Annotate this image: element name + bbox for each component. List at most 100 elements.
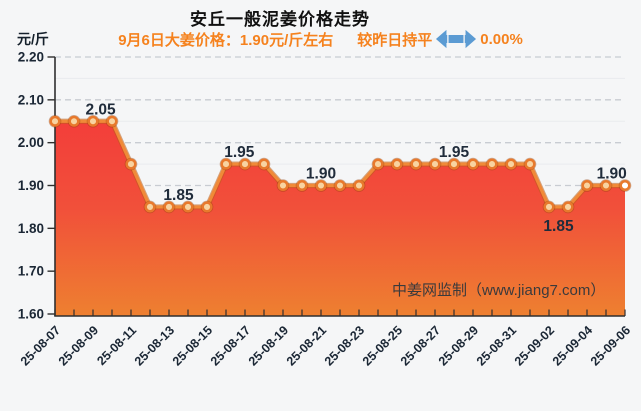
x-axis-label: 25-08-31	[474, 323, 519, 368]
subtitle-price-text: 9月6日大姜价格：1.90元/斤左右	[118, 31, 334, 49]
data-point-marker[interactable]	[410, 158, 422, 170]
data-point-marker[interactable]	[334, 179, 346, 192]
marker-outline	[124, 157, 138, 171]
y-axis-label: 1.80	[18, 221, 44, 236]
data-point-marker[interactable]	[562, 201, 574, 213]
data-point-marker[interactable]	[543, 201, 555, 213]
marker-outline	[542, 200, 556, 214]
x-axis-labels: 25-08-0725-08-0925-08-1125-08-1325-08-15…	[18, 323, 633, 368]
data-point-marker[interactable]	[505, 158, 517, 170]
data-point-markers	[48, 114, 632, 214]
data-point-marker[interactable]	[315, 179, 327, 192]
marker-outline	[257, 157, 271, 171]
data-point-marker[interactable]	[220, 158, 232, 170]
marker-outline	[143, 200, 157, 214]
data-point-marker[interactable]	[467, 158, 479, 170]
marker-outline	[352, 179, 366, 192]
area-fill	[55, 121, 625, 316]
data-label: 2.05	[86, 101, 117, 118]
marker-outline	[447, 157, 461, 171]
data-point-marker[interactable]	[391, 158, 403, 170]
data-label: 1.85	[163, 187, 194, 204]
data-point-marker[interactable]	[49, 115, 61, 127]
data-point-marker[interactable]	[448, 158, 460, 170]
data-label: 1.95	[439, 144, 470, 161]
data-point-marker[interactable]	[486, 158, 498, 170]
data-point-marker[interactable]	[125, 158, 137, 170]
y-axis-labels: 2.20 2.10 2.00 1.90 1.80 1.70 1.60	[18, 50, 44, 322]
data-point-marker[interactable]	[182, 201, 194, 213]
marker-outline	[485, 157, 499, 171]
data-point-marker[interactable]	[68, 115, 80, 127]
x-axis-label: 25-08-21	[284, 323, 329, 368]
x-axis-label: 25-08-11	[94, 323, 139, 368]
watermark-text: 中姜网监制（www.jiang7.com）	[392, 282, 606, 299]
marker-outline	[219, 157, 233, 171]
x-axis-label: 25-08-09	[56, 323, 101, 368]
x-axis-label: 25-08-23	[322, 323, 367, 368]
chart-title: 安丘一般泥姜价格走势	[190, 10, 370, 29]
marker-outline	[523, 157, 537, 171]
data-point-marker[interactable]	[87, 115, 99, 127]
marker-outline	[504, 157, 518, 171]
marker-outline	[86, 114, 100, 128]
y-axis-unit-label: 元/斤	[17, 31, 49, 47]
marker-outline	[295, 179, 309, 192]
left-right-arrow-icon	[435, 28, 477, 50]
data-point-marker[interactable]	[258, 158, 270, 170]
data-point-marker[interactable]	[144, 201, 156, 213]
data-point-marker[interactable]	[239, 158, 251, 170]
data-point-marker[interactable]	[353, 179, 365, 192]
x-axis-label: 25-08-29	[436, 323, 481, 368]
data-label: 1.95	[224, 144, 255, 161]
data-point-marker[interactable]	[106, 115, 118, 127]
chart-subtitle: 9月6日大姜价格：1.90元/斤左右 较昨日持平 0.00%	[0, 28, 641, 50]
marker-outline	[428, 157, 442, 171]
marker-outline	[276, 179, 290, 192]
data-label: 1.85	[543, 218, 574, 235]
data-point-marker[interactable]	[619, 179, 631, 192]
data-point-marker[interactable]	[277, 179, 289, 192]
data-point-marker[interactable]	[201, 201, 213, 213]
x-axis-label: 25-08-07	[18, 323, 63, 368]
marker-outline	[48, 114, 62, 128]
subtitle-trend-text: 较昨日持平	[357, 31, 433, 49]
x-axis-label: 25-08-17	[208, 323, 253, 368]
marker-outline	[466, 157, 480, 171]
data-point-marker[interactable]	[581, 179, 593, 192]
subtitle-change-percent: 0.00%	[480, 30, 523, 48]
marker-outline	[162, 200, 176, 214]
marker-outline	[618, 179, 632, 192]
data-label: 1.90	[306, 166, 336, 183]
data-point-marker[interactable]	[600, 179, 612, 192]
data-point-marker[interactable]	[524, 158, 536, 170]
y-axis-label: 1.60	[18, 307, 44, 322]
x-axis-label: 25-09-06	[588, 323, 633, 368]
marker-outline	[67, 114, 81, 128]
marker-outline	[371, 157, 385, 171]
data-point-marker[interactable]	[296, 179, 308, 192]
marker-outline	[105, 114, 119, 128]
x-axis-label: 25-08-13	[132, 323, 177, 368]
marker-outline	[599, 179, 613, 192]
marker-outline	[333, 179, 347, 192]
y-axis-label: 2.20	[18, 50, 44, 65]
x-axis-label: 25-08-25	[360, 323, 405, 368]
y-axis-label: 2.00	[18, 135, 44, 150]
data-point-marker[interactable]	[163, 201, 175, 213]
marker-outline	[409, 157, 423, 171]
marker-outline	[238, 157, 252, 171]
data-labels: 2.05 1.85 1.95 1.90 1.95 1.85 1.90	[86, 101, 627, 235]
x-axis-label: 25-08-27	[398, 323, 443, 368]
y-axis-label: 1.90	[18, 178, 44, 193]
x-axis-label: 25-09-04	[550, 323, 595, 368]
x-axis-label: 25-08-15	[170, 323, 215, 368]
marker-outline	[314, 179, 328, 192]
x-axis-label: 25-08-19	[246, 323, 291, 368]
marker-outline	[390, 157, 404, 171]
data-point-marker[interactable]	[429, 158, 441, 170]
x-axis-label: 25-09-02	[512, 323, 557, 368]
data-point-marker[interactable]	[372, 158, 384, 170]
marker-outline	[200, 200, 214, 214]
